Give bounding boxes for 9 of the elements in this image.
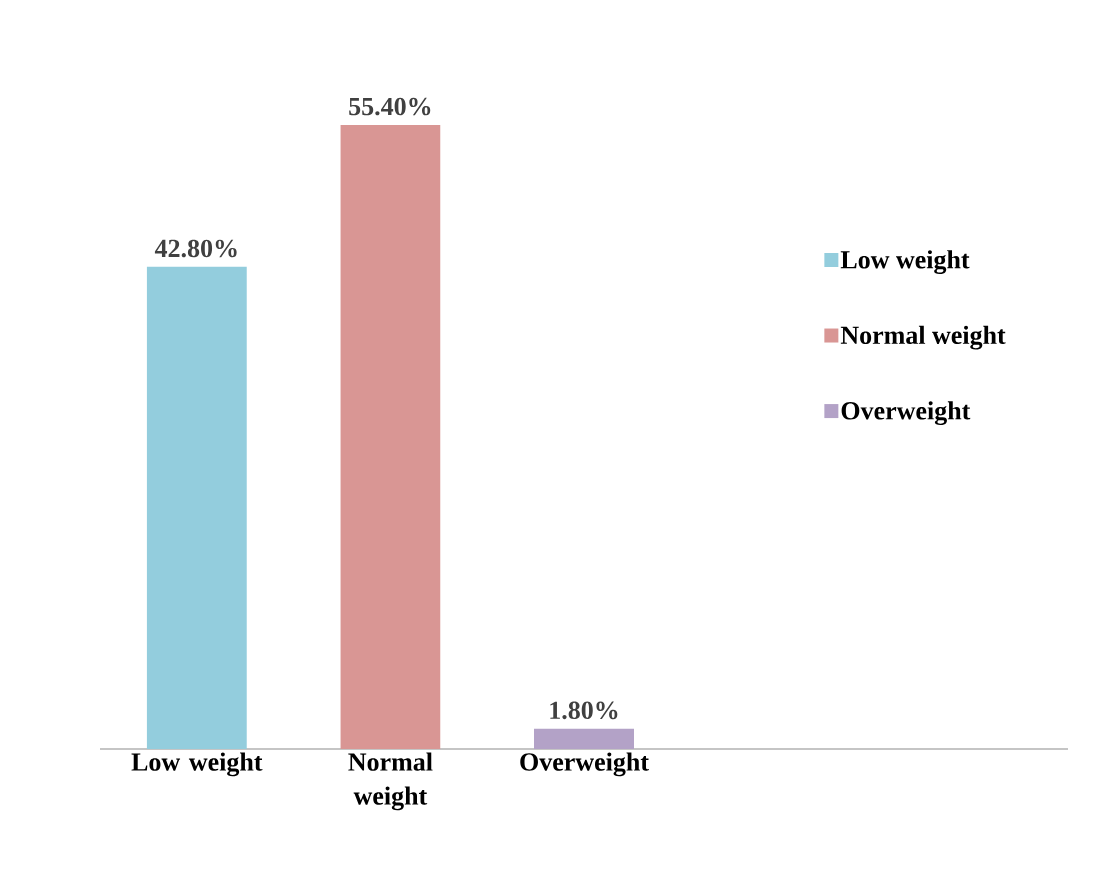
data-label: 1.80% xyxy=(550,701,618,720)
legend-label: Overweight xyxy=(841,401,971,426)
data-label: 42.80% xyxy=(154,239,237,258)
legend-label: Low weight xyxy=(840,250,970,274)
legend-label: Normal weight xyxy=(840,325,1006,350)
x-tick-label: Overweight xyxy=(520,752,649,777)
x-tick-label: Normal weight xyxy=(348,752,433,811)
data-label: 55.40% xyxy=(349,97,431,116)
x-tick-label: Low weight xyxy=(131,752,263,777)
